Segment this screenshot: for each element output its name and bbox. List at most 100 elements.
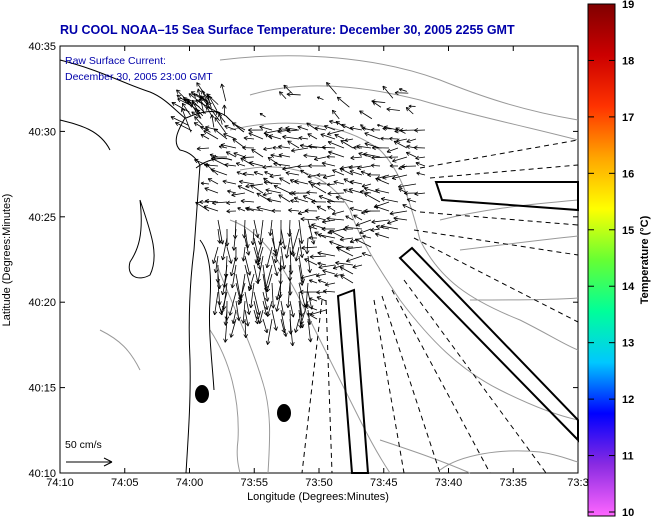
axis-ticks xyxy=(59,45,579,474)
current-vector xyxy=(220,143,237,149)
current-vector xyxy=(282,134,300,140)
current-vector xyxy=(200,181,210,186)
current-vector xyxy=(226,200,237,205)
current-vector xyxy=(217,228,222,244)
current-vector xyxy=(335,260,354,266)
current-vector xyxy=(405,151,417,158)
current-vector xyxy=(275,291,282,312)
current-vector xyxy=(196,146,210,151)
colorbar-tick-label: 12 xyxy=(622,394,634,406)
current-vector xyxy=(397,183,417,189)
current-vector xyxy=(393,216,408,221)
current-vector xyxy=(182,96,193,106)
colorbar-tick-label: 14 xyxy=(622,281,635,293)
current-vector xyxy=(243,318,248,339)
current-vector xyxy=(288,208,300,213)
current-vector xyxy=(415,155,426,161)
depth-contour xyxy=(439,450,579,471)
current-vector xyxy=(392,156,408,163)
current-vector xyxy=(406,198,417,203)
current-vector xyxy=(294,246,300,262)
current-vector xyxy=(263,146,273,151)
current-vector xyxy=(253,170,264,176)
current-vector xyxy=(235,162,246,167)
current-vector xyxy=(259,112,266,118)
current-vector xyxy=(242,171,255,177)
current-vector xyxy=(416,171,426,176)
current-vector xyxy=(331,109,340,120)
current-vector xyxy=(363,152,381,158)
traffic-lane-dashed xyxy=(403,279,547,474)
shipping-lanes xyxy=(301,139,579,474)
traffic-lane-dashed xyxy=(373,299,405,474)
current-vector xyxy=(230,264,237,289)
current-vector xyxy=(196,109,204,117)
current-vector xyxy=(323,124,336,131)
current-vector xyxy=(232,138,246,149)
current-vector xyxy=(170,116,189,126)
current-vector xyxy=(249,161,264,167)
current-vector xyxy=(326,182,336,187)
current-vector xyxy=(308,297,318,302)
current-vector xyxy=(318,195,336,203)
current-vector xyxy=(223,132,237,140)
current-vector xyxy=(180,107,192,133)
current-vector xyxy=(243,135,255,141)
current-vector xyxy=(317,261,327,266)
x-tick-label: 73:55 xyxy=(240,477,268,489)
current-vector xyxy=(244,237,251,256)
traffic-lane-dashed xyxy=(413,237,579,323)
current-vector xyxy=(297,164,309,169)
current-vector xyxy=(265,246,273,269)
current-vector xyxy=(203,205,219,212)
current-vector xyxy=(231,122,246,131)
current-vector xyxy=(268,134,282,140)
current-vector xyxy=(326,82,337,95)
current-vector xyxy=(224,124,237,131)
current-vector xyxy=(326,154,336,159)
current-vector xyxy=(268,219,273,236)
current-vector xyxy=(316,296,327,302)
current-vector xyxy=(415,161,426,167)
current-vector xyxy=(363,208,381,214)
x-tick-label: 73:40 xyxy=(435,477,463,489)
coast-line xyxy=(199,239,215,391)
current-vector xyxy=(253,219,260,238)
current-vector xyxy=(388,155,399,160)
coast-line xyxy=(128,199,155,279)
current-vector xyxy=(195,201,210,212)
figure-title: RU COOL NOAA–15 Sea Surface Temperature:… xyxy=(60,23,515,37)
current-vector xyxy=(248,132,264,140)
current-vector xyxy=(393,140,408,149)
current-vector xyxy=(235,300,241,321)
current-vector xyxy=(200,133,210,140)
current-vector xyxy=(321,226,336,232)
current-vector xyxy=(320,133,336,140)
depth-contour xyxy=(249,85,579,141)
depth-contour xyxy=(439,199,579,221)
current-vector xyxy=(408,104,416,108)
current-vector xyxy=(317,251,336,257)
current-vector xyxy=(345,246,363,251)
current-vector xyxy=(343,178,354,185)
current-vector xyxy=(346,255,363,263)
current-vector xyxy=(340,140,354,149)
current-vector xyxy=(250,184,264,194)
current-vector xyxy=(364,186,381,194)
current-vector xyxy=(307,219,316,245)
current-vector xyxy=(279,177,291,185)
current-vector xyxy=(315,215,327,221)
current-vector xyxy=(300,169,309,176)
current-vector xyxy=(306,190,318,195)
current-vector xyxy=(316,205,327,212)
current-vector xyxy=(309,279,318,284)
current-vector xyxy=(231,192,246,197)
current-vector xyxy=(350,155,363,161)
current-vector xyxy=(213,128,228,140)
current-vector xyxy=(211,200,228,206)
current-vector xyxy=(375,232,390,239)
current-vector xyxy=(386,147,399,154)
current-vector xyxy=(304,258,318,266)
current-vector xyxy=(291,147,309,153)
current-vector xyxy=(253,264,260,285)
